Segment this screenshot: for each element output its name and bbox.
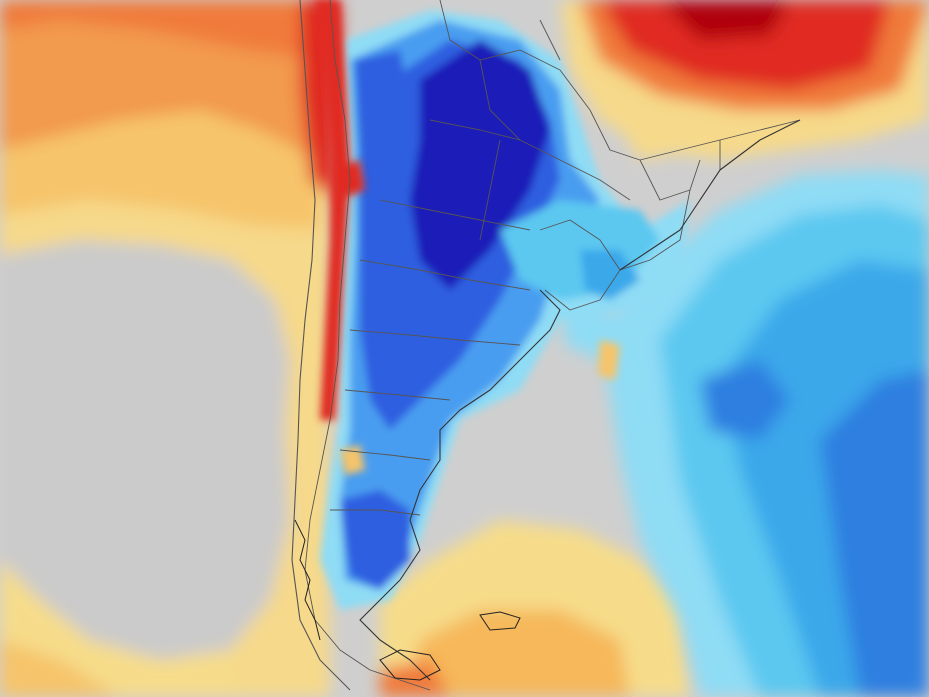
tierra-del-fuego [294,519,521,681]
warm-anomaly-south [380,520,690,697]
andes-ridge [315,0,620,475]
coastline [359,119,801,681]
cool-anomaly-atlantic [560,170,929,697]
warm-anomaly-pacific [0,0,340,697]
warm-anomaly-brazil [560,0,929,160]
